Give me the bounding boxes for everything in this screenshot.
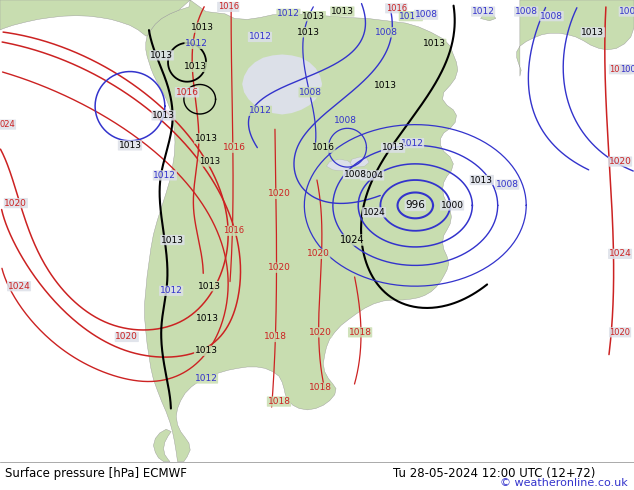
Text: 1013: 1013 (119, 141, 141, 150)
Text: 1016: 1016 (223, 226, 244, 235)
Text: 1013: 1013 (374, 81, 397, 90)
Text: 1008: 1008 (496, 180, 519, 189)
Text: 1013: 1013 (581, 28, 604, 37)
Text: 1013: 1013 (161, 236, 184, 245)
Text: 1013: 1013 (470, 175, 493, 185)
Text: 1013: 1013 (198, 157, 220, 166)
Text: 1013: 1013 (191, 23, 214, 32)
Polygon shape (481, 15, 496, 21)
Text: 1024: 1024 (340, 235, 364, 245)
Polygon shape (145, 0, 458, 462)
Text: 1008: 1008 (299, 88, 322, 97)
Text: 1018: 1018 (264, 332, 287, 342)
Text: 1008: 1008 (619, 7, 634, 16)
Text: 1020: 1020 (4, 198, 27, 208)
Text: Tu 28-05-2024 12:00 UTC (12+72): Tu 28-05-2024 12:00 UTC (12+72) (393, 467, 595, 480)
Text: 1018: 1018 (268, 397, 290, 406)
Text: 1016: 1016 (609, 65, 631, 74)
Text: 1020: 1020 (307, 249, 330, 258)
Text: 1012: 1012 (277, 9, 300, 18)
Polygon shape (350, 157, 369, 167)
Text: 1013: 1013 (198, 282, 221, 291)
Text: 1013: 1013 (195, 134, 217, 143)
Text: 1012: 1012 (153, 171, 176, 180)
Text: 1013: 1013 (297, 28, 320, 37)
Text: 1008: 1008 (375, 28, 398, 37)
Polygon shape (0, 0, 190, 36)
Text: 1000: 1000 (441, 201, 463, 210)
Text: 1013: 1013 (195, 346, 217, 355)
Text: 1024: 1024 (363, 208, 385, 217)
Polygon shape (242, 54, 322, 115)
Text: 1008: 1008 (415, 10, 437, 19)
Text: 1008: 1008 (620, 65, 634, 74)
Text: 1013: 1013 (150, 51, 173, 60)
Text: 1020: 1020 (309, 328, 332, 337)
Text: 1020: 1020 (609, 157, 631, 166)
Text: 1012: 1012 (401, 139, 424, 147)
Text: Surface pressure [hPa] ECMWF: Surface pressure [hPa] ECMWF (5, 467, 187, 480)
Text: © weatheronline.co.uk: © weatheronline.co.uk (500, 478, 628, 488)
Text: 1013: 1013 (302, 12, 325, 21)
Text: 996: 996 (405, 200, 425, 210)
Text: 1024: 1024 (8, 282, 30, 291)
Text: 1016: 1016 (312, 143, 335, 152)
Text: 1013: 1013 (423, 39, 446, 49)
Text: 1008: 1008 (334, 116, 357, 124)
Text: 024: 024 (0, 120, 15, 129)
Text: 1013: 1013 (184, 62, 207, 72)
Text: 1016: 1016 (223, 143, 246, 152)
Text: 1012: 1012 (195, 374, 217, 383)
Text: 1012: 1012 (249, 32, 271, 42)
Polygon shape (517, 0, 634, 76)
Text: 1013: 1013 (152, 111, 175, 120)
Polygon shape (153, 429, 171, 462)
Text: 1013: 1013 (197, 314, 219, 323)
Text: 1016: 1016 (176, 88, 198, 97)
Text: 1008: 1008 (515, 7, 538, 16)
Text: 1012: 1012 (472, 7, 495, 16)
Text: 1018: 1018 (309, 383, 332, 392)
Text: 1018: 1018 (349, 328, 372, 337)
Text: 1013: 1013 (331, 7, 354, 16)
Polygon shape (327, 159, 352, 171)
Text: 1020: 1020 (115, 332, 138, 342)
Text: 1012: 1012 (185, 39, 208, 49)
Text: 1008: 1008 (344, 170, 366, 178)
Text: 1008: 1008 (540, 12, 563, 21)
Text: 1012: 1012 (249, 106, 271, 115)
Text: 1020: 1020 (268, 189, 290, 198)
Text: 1016: 1016 (217, 2, 239, 11)
Text: 1004: 1004 (361, 171, 384, 180)
Text: 1013: 1013 (382, 143, 404, 152)
Text: 1020: 1020 (609, 328, 631, 337)
Text: 1024: 1024 (609, 249, 631, 258)
Text: 1012: 1012 (160, 286, 183, 295)
Text: 1016: 1016 (385, 4, 407, 13)
Text: 1012: 1012 (399, 12, 422, 21)
Text: 1020: 1020 (268, 263, 290, 272)
